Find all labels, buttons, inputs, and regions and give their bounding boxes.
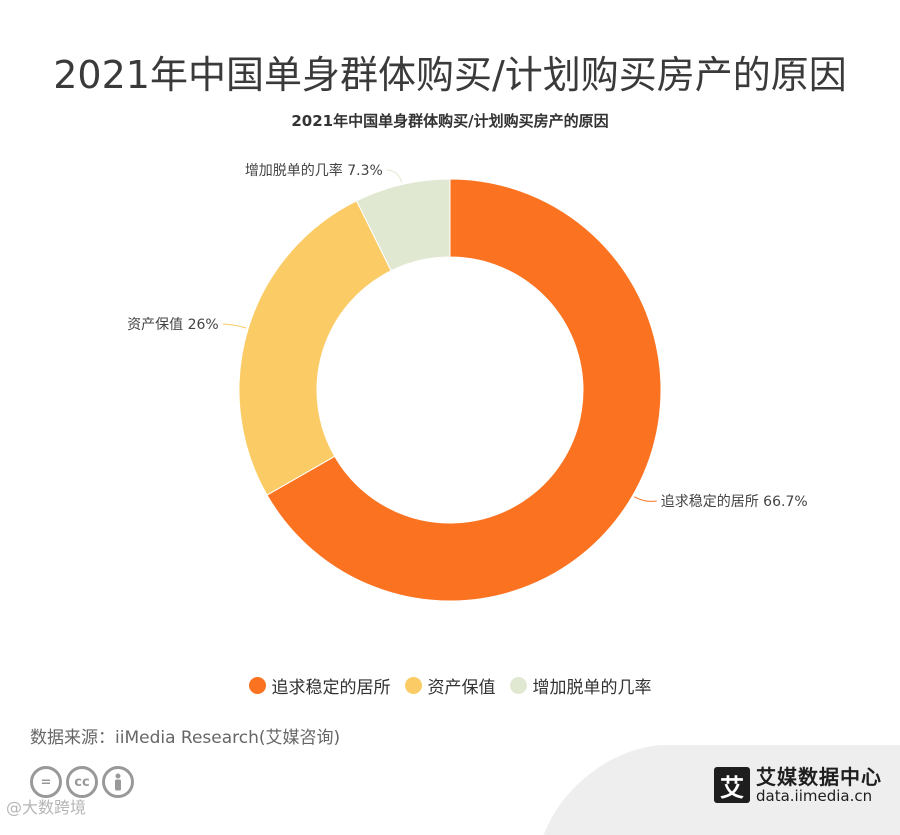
- page-title: 2021年中国单身群体购买/计划购买房产的原因: [53, 53, 847, 97]
- data-label: 追求稳定的居所 66.7%: [661, 494, 808, 510]
- pie-slice[interactable]: [266, 178, 662, 602]
- legend-item[interactable]: 追求稳定的居所: [248, 673, 391, 698]
- legend-label: 增加脱单的几率: [532, 678, 652, 698]
- pie-slice[interactable]: [238, 200, 392, 496]
- brand-name: 艾媒数据中心: [756, 765, 882, 789]
- chart-title: 2021年中国单身群体购买/计划购买房产的原因: [291, 112, 609, 130]
- brand-logo-block: 艾 艾媒数据中心 data.iimedia.cn: [714, 766, 882, 805]
- data-source: 数据来源：iiMedia Research(艾媒咨询): [30, 728, 341, 748]
- legend-swatch: [248, 677, 266, 694]
- watermark: @大数跨境: [6, 798, 87, 817]
- legend-label: 追求稳定的居所: [271, 678, 391, 698]
- brand-logo-icon: 艾: [714, 767, 750, 804]
- leader-line: [386, 169, 403, 183]
- chart-legend: 追求稳定的居所 资产保值 增加脱单的几率: [0, 673, 900, 698]
- legend-label: 资产保值: [427, 678, 496, 698]
- leader-line: [222, 323, 247, 329]
- pie-slice[interactable]: [355, 178, 451, 272]
- cc-icon: cc: [66, 766, 98, 798]
- equals-icon: =: [30, 766, 62, 798]
- brand-url: data.iimedia.cn: [756, 787, 873, 805]
- leader-line: [634, 496, 657, 502]
- legend-swatch: [404, 677, 422, 694]
- license-icons: = cc: [30, 766, 134, 798]
- legend-swatch: [509, 677, 527, 694]
- data-label: 增加脱单的几率 7.3%: [245, 162, 383, 179]
- data-label: 资产保值 26%: [127, 317, 219, 333]
- legend-item[interactable]: 增加脱单的几率: [509, 673, 652, 698]
- person-icon: [102, 766, 134, 798]
- legend-item[interactable]: 资产保值: [404, 673, 496, 698]
